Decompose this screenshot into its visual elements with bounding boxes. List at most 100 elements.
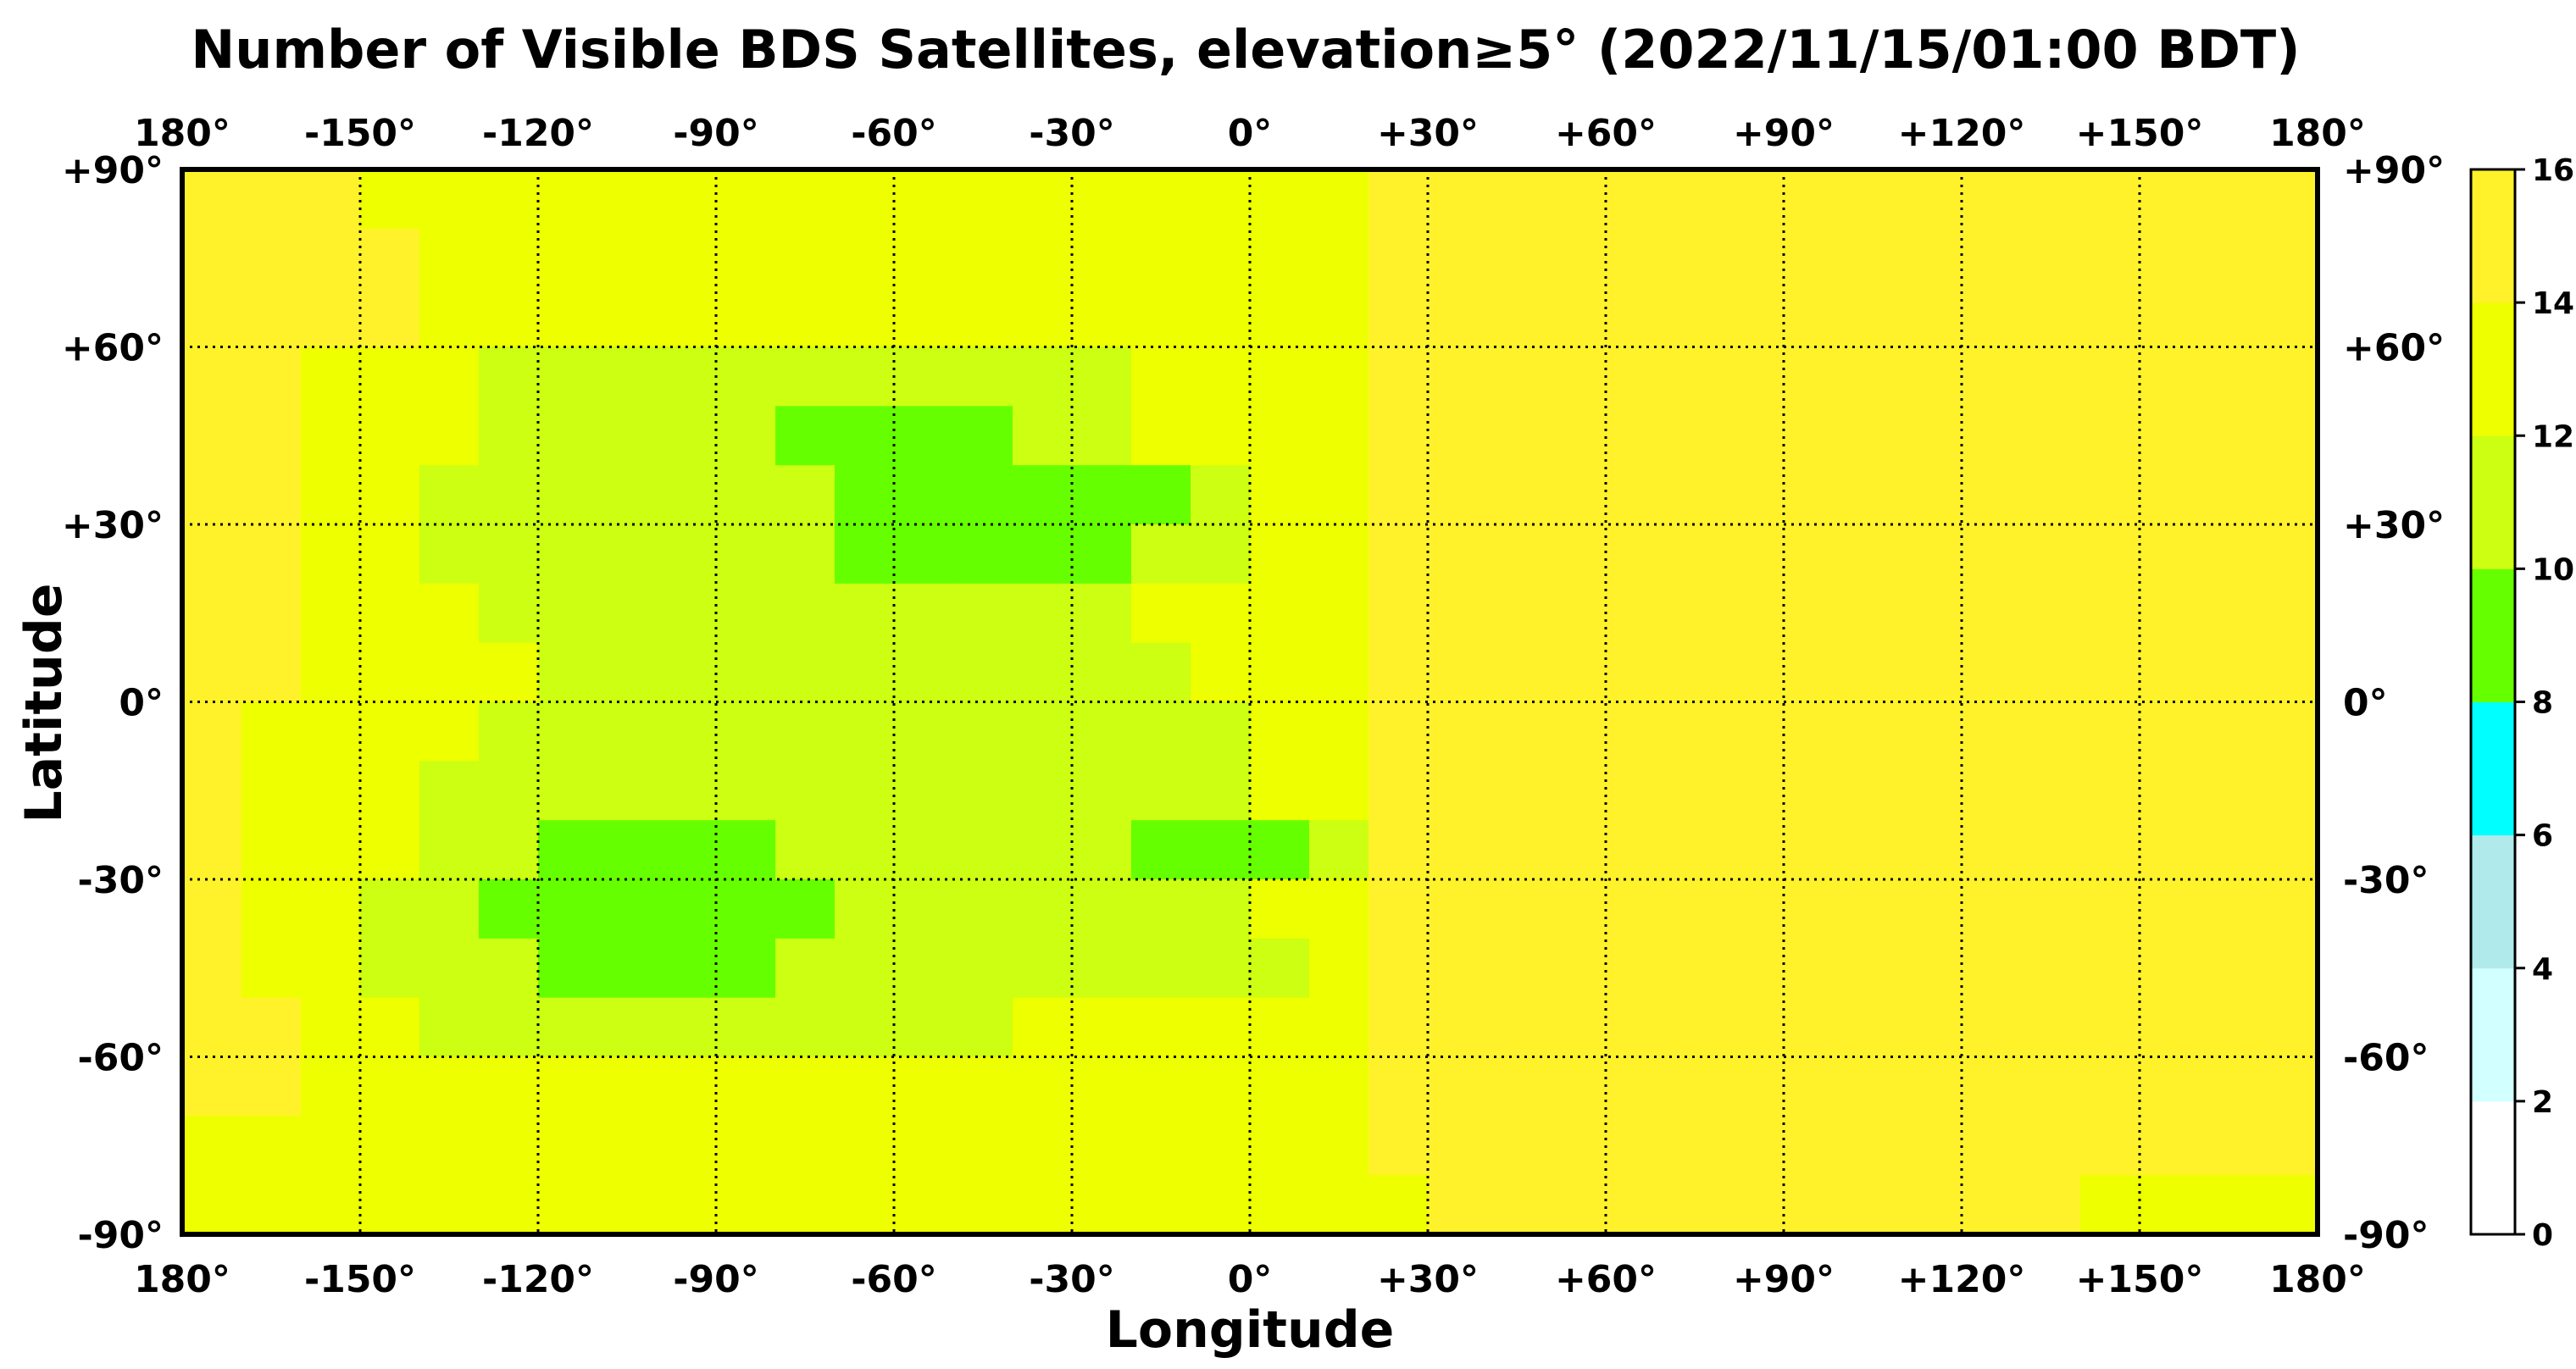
heatmap-cell <box>1131 524 1191 585</box>
heatmap-cell <box>1013 938 1073 999</box>
heatmap-cell <box>1902 228 1963 289</box>
heatmap-cell <box>1665 406 1725 466</box>
heatmap-cells <box>182 169 2318 1235</box>
heatmap-cell <box>1724 524 1785 585</box>
heatmap-cell <box>2199 169 2259 230</box>
heatmap-cell <box>479 346 539 407</box>
heatmap-cell <box>1784 228 1844 289</box>
x-tick-label-bottom: -120° <box>482 1258 594 1301</box>
heatmap-cell <box>835 938 895 999</box>
heatmap-cell <box>242 820 302 880</box>
heatmap-cell <box>1487 406 1547 466</box>
heatmap-cell <box>1724 406 1785 466</box>
heatmap-cell <box>1546 406 1607 466</box>
plot-frame <box>180 167 2320 1237</box>
heatmap-cell <box>1606 346 1666 407</box>
heatmap-cell <box>538 1056 598 1117</box>
heatmap-cell <box>479 938 539 999</box>
heatmap-cell <box>360 642 420 703</box>
heatmap-cell <box>716 465 776 525</box>
x-tick-label-top: +60° <box>1555 112 1657 155</box>
heatmap-cell <box>2021 583 2081 644</box>
colorbar-swatch <box>2471 1100 2515 1235</box>
heatmap-cell <box>242 406 302 466</box>
heatmap-cell <box>1191 465 1251 525</box>
heatmap-cell <box>1665 1116 1725 1176</box>
heatmap-cell <box>953 701 1013 762</box>
heatmap-cell <box>2258 406 2318 466</box>
heatmap-cell <box>538 583 598 644</box>
heatmap-cell <box>1131 820 1191 880</box>
y-tick-label-left: -30° <box>78 859 164 902</box>
heatmap-cell <box>242 228 302 289</box>
heatmap-cell <box>1606 583 1666 644</box>
heatmap-cell <box>2080 287 2140 348</box>
heatmap-cell <box>2258 346 2318 407</box>
heatmap-cell <box>182 701 242 762</box>
heatmap-cell <box>419 997 480 1058</box>
heatmap-cell <box>716 287 776 348</box>
heatmap-cell <box>419 228 480 289</box>
heatmap-cell <box>182 820 242 880</box>
colorbar-tick-label: 14 <box>2532 286 2574 321</box>
heatmap-cell <box>1843 938 1903 999</box>
heatmap-cell <box>597 406 658 466</box>
heatmap-cell <box>2199 820 2259 880</box>
heatmap-cell <box>1843 287 1903 348</box>
y-tick-label-left: -90° <box>78 1214 164 1257</box>
heatmap-cell <box>301 701 361 762</box>
heatmap-cell <box>1487 228 1547 289</box>
heatmap-cell <box>1250 287 1310 348</box>
heatmap-cell <box>1250 820 1310 880</box>
heatmap-cell <box>1191 228 1251 289</box>
heatmap-cell <box>1784 879 1844 939</box>
heatmap-cell <box>1250 701 1310 762</box>
heatmap-cell <box>835 997 895 1058</box>
y-tick-label-right: -30° <box>2343 859 2429 902</box>
heatmap-cell <box>2021 465 2081 525</box>
x-tick-label-top: +150° <box>2076 112 2204 155</box>
heatmap-cell <box>479 524 539 585</box>
heatmap-cell <box>1665 465 1725 525</box>
heatmap-cell <box>360 938 420 999</box>
heatmap-cell <box>1072 346 1132 407</box>
heatmap-cell <box>479 169 539 230</box>
x-tick-label-bottom: 180° <box>2269 1258 2366 1301</box>
heatmap-cell <box>1072 228 1132 289</box>
heatmap-cell <box>538 524 598 585</box>
x-tick-label-bottom: -90° <box>673 1258 759 1301</box>
heatmap-cell <box>1131 583 1191 644</box>
heatmap-cell <box>2258 997 2318 1058</box>
heatmap-cell <box>2080 642 2140 703</box>
heatmap-cell <box>1428 583 1488 644</box>
heatmap-cell <box>538 820 598 880</box>
heatmap-cell <box>1072 997 1132 1058</box>
y-tick-label-right: -90° <box>2343 1214 2429 1257</box>
heatmap-cell <box>301 642 361 703</box>
heatmap-cell <box>835 406 895 466</box>
heatmap-cell <box>360 228 420 289</box>
heatmap-cell <box>1606 642 1666 703</box>
heatmap-cell <box>2258 1056 2318 1117</box>
y-tick-label-right: -60° <box>2343 1037 2429 1080</box>
heatmap-cell <box>1546 346 1607 407</box>
heatmap-cell <box>538 1175 598 1235</box>
heatmap-cell <box>1250 1175 1310 1235</box>
heatmap-cell <box>716 524 776 585</box>
heatmap-cell <box>419 287 480 348</box>
heatmap-cell <box>1428 820 1488 880</box>
heatmap-cell <box>1191 997 1251 1058</box>
x-tick-label-bottom: +60° <box>1555 1258 1657 1301</box>
heatmap-cell <box>182 1056 242 1117</box>
heatmap-cell <box>1962 406 2022 466</box>
heatmap-cell <box>182 761 242 821</box>
heatmap-cell <box>2021 169 2081 230</box>
x-tick-label-bottom: -150° <box>304 1258 416 1301</box>
heatmap-cell <box>1546 1056 1607 1117</box>
heatmap-cell <box>1368 997 1429 1058</box>
heatmap-cell <box>597 997 658 1058</box>
heatmap-cell <box>657 169 717 230</box>
heatmap-cell <box>775 465 836 525</box>
heatmap-cell <box>2199 1175 2259 1235</box>
heatmap-cell <box>2021 879 2081 939</box>
